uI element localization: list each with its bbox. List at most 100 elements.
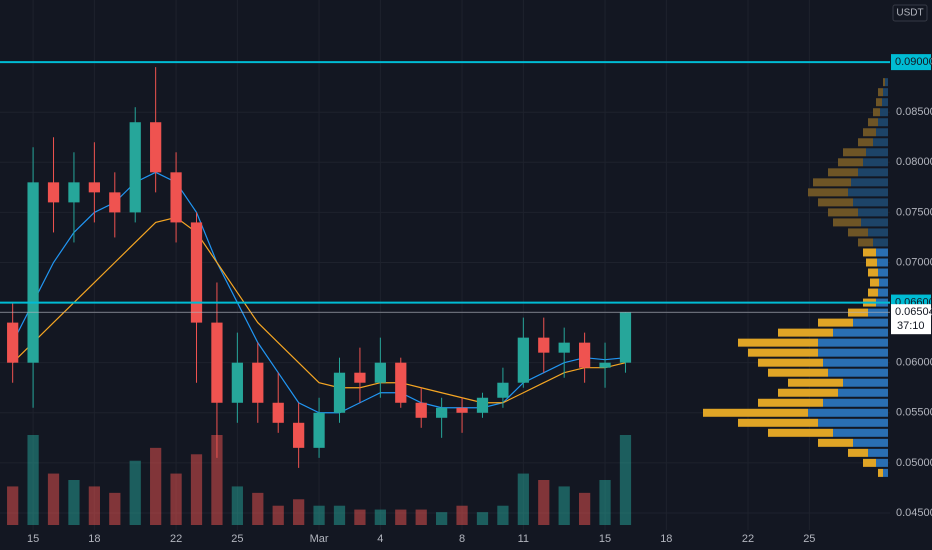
candle-body xyxy=(68,182,80,203)
candle-body xyxy=(88,182,100,193)
candle-body xyxy=(538,337,550,353)
profile-down-bar xyxy=(808,188,848,197)
currency-box[interactable] xyxy=(892,4,928,22)
profile-down-bar xyxy=(838,158,863,167)
profile-up-bar xyxy=(853,198,888,207)
candle-body xyxy=(231,362,243,403)
y-tick-label: 0.06000 xyxy=(896,357,932,369)
profile-up-bar xyxy=(878,288,888,297)
profile-up-bar xyxy=(883,468,888,477)
y-tick-label: 0.07500 xyxy=(896,206,932,218)
profile-up-bar xyxy=(876,248,888,257)
profile-up-bar xyxy=(843,378,888,387)
x-tick-label: Mar xyxy=(310,533,329,545)
candle-body xyxy=(436,407,448,418)
volume-bar xyxy=(252,492,264,525)
profile-down-bar xyxy=(813,178,851,187)
x-tick-label: 4 xyxy=(377,533,383,545)
volume-bar xyxy=(415,509,427,525)
y-tick-label: 0.08000 xyxy=(896,156,932,168)
volume-bar xyxy=(456,505,468,525)
profile-down-bar xyxy=(863,458,876,467)
profile-up-bar xyxy=(851,178,888,187)
profile-down-bar xyxy=(738,418,818,427)
profile-up-bar xyxy=(818,348,888,357)
profile-down-bar xyxy=(758,398,823,407)
profile-up-bar xyxy=(823,358,888,367)
volume-bar xyxy=(231,486,243,525)
profile-down-bar xyxy=(778,328,833,337)
candle-body xyxy=(517,337,529,383)
candle-body xyxy=(333,372,346,413)
candle-body xyxy=(374,362,386,383)
x-tick-label: 25 xyxy=(803,533,815,545)
profile-down-bar xyxy=(866,258,877,267)
volume-bar xyxy=(333,505,346,525)
profile-up-bar xyxy=(853,318,888,327)
profile-down-bar xyxy=(768,368,828,377)
profile-up-bar xyxy=(823,398,888,407)
profile-up-bar xyxy=(858,208,888,217)
profile-down-bar xyxy=(818,438,853,447)
candle-body xyxy=(313,412,325,448)
profile-up-bar xyxy=(876,128,888,137)
profile-down-bar xyxy=(858,238,873,247)
profile-up-bar xyxy=(818,338,888,347)
profile-up-bar xyxy=(868,308,888,317)
candle-body xyxy=(456,407,468,413)
profile-down-bar xyxy=(843,148,866,157)
candle-body xyxy=(497,382,509,398)
volume-bar xyxy=(68,480,80,525)
x-tick-label: 18 xyxy=(88,533,100,545)
x-tick-label: 15 xyxy=(599,533,611,545)
profile-down-bar xyxy=(848,308,868,317)
profile-up-bar xyxy=(885,78,888,87)
profile-up-bar xyxy=(818,418,888,427)
volume-bar xyxy=(272,505,284,525)
profile-down-bar xyxy=(778,388,838,397)
profile-up-bar xyxy=(866,148,888,157)
x-tick-label: 15 xyxy=(27,533,39,545)
profile-down-bar xyxy=(833,218,861,227)
candle-body xyxy=(476,397,489,413)
volume-bar xyxy=(88,486,100,525)
volume-bar xyxy=(538,480,550,525)
profile-up-bar xyxy=(858,168,888,177)
x-tick-label: 11 xyxy=(518,533,529,545)
volume-bar xyxy=(354,509,366,525)
candle-body xyxy=(109,192,121,213)
y-tick-label: 0.07000 xyxy=(896,256,932,268)
candle-body xyxy=(129,122,141,213)
profile-down-bar xyxy=(818,198,853,207)
x-tick-label: 22 xyxy=(170,533,182,545)
volume-bar xyxy=(599,480,611,525)
profile-down-bar xyxy=(738,338,818,347)
last-price-label: 0.06504 xyxy=(895,306,932,318)
profile-up-bar xyxy=(833,328,888,337)
x-tick-label: 18 xyxy=(660,533,672,545)
profile-down-bar xyxy=(858,138,873,147)
profile-up-bar xyxy=(868,228,888,237)
currency-label: USDT xyxy=(896,8,923,19)
candle-body xyxy=(170,172,182,223)
profile-down-bar xyxy=(828,208,858,217)
countdown-label: 37:10 xyxy=(897,320,925,332)
profile-down-bar xyxy=(768,428,833,437)
profile-down-bar xyxy=(828,168,858,177)
candle-body xyxy=(252,362,264,403)
profile-down-bar xyxy=(848,448,868,457)
profile-down-bar xyxy=(870,278,879,287)
level-label-box xyxy=(891,54,931,71)
profile-up-bar xyxy=(879,278,888,287)
volume-bar xyxy=(150,447,162,525)
profile-up-bar xyxy=(880,108,888,117)
profile-up-bar xyxy=(853,438,888,447)
profile-down-bar xyxy=(758,358,823,367)
volume-bar xyxy=(395,509,407,525)
y-tick-label: 0.08500 xyxy=(896,106,932,118)
candle-body xyxy=(190,222,203,323)
profile-up-bar xyxy=(876,458,888,467)
volume-bar xyxy=(313,505,325,525)
